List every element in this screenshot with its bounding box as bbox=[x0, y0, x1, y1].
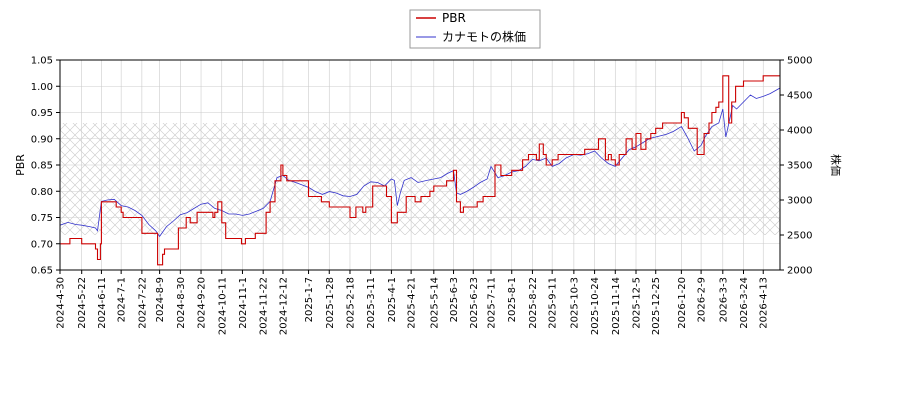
legend: PBR カナモトの株価 bbox=[409, 9, 541, 49]
x-tick-label: 2025-8-22 bbox=[528, 277, 539, 329]
y-tick-label-left: 1.05 bbox=[31, 56, 53, 67]
x-tick-label: 2025-7-11 bbox=[487, 277, 498, 329]
y-tick-label-left: 0.80 bbox=[31, 187, 53, 198]
x-tick-label: 2025-12-25 bbox=[651, 277, 662, 335]
x-tick-label: 2026-2-9 bbox=[697, 277, 708, 322]
y-tick-label-right: 2500 bbox=[787, 231, 812, 242]
y-tick-label-right: 3000 bbox=[787, 196, 812, 207]
x-tick-label: 2026-4-13 bbox=[759, 277, 770, 329]
y-axis-title-left: PBR bbox=[14, 154, 27, 176]
x-tick-label: 2026-3-24 bbox=[739, 277, 750, 329]
legend-label-price: カナモトの株価 bbox=[442, 29, 526, 44]
x-tick-label: 2024-11-22 bbox=[259, 277, 270, 335]
x-tick-label: 2024-5-22 bbox=[77, 277, 88, 329]
series-line-price bbox=[60, 87, 780, 238]
y-tick-label-left: 0.90 bbox=[31, 134, 53, 145]
x-tick-label: 2024-7-22 bbox=[137, 277, 148, 329]
x-tick-label: 2026-1-20 bbox=[677, 277, 688, 329]
y-tick-label-right: 2000 bbox=[787, 266, 812, 277]
x-tick-label: 2025-1-28 bbox=[325, 277, 336, 329]
x-tick-label: 2025-2-18 bbox=[345, 277, 356, 329]
x-tick-label: 2025-10-3 bbox=[569, 277, 580, 329]
y-tick-label-right: 4500 bbox=[787, 91, 812, 102]
x-tick-label: 2025-4-21 bbox=[407, 277, 418, 329]
x-tick-label: 2026-3-3 bbox=[718, 277, 729, 322]
axes: 2024-4-30 2024-5-22 2024-6-11 2024-7-1 2024-… bbox=[31, 56, 813, 336]
x-tick-label: 2025-1-7 bbox=[304, 277, 315, 322]
x-tick-label: 2025-10-24 bbox=[590, 277, 601, 335]
x-tick-label: 2024-12-12 bbox=[278, 277, 289, 335]
x-tick-label: 2025-6-23 bbox=[469, 277, 480, 329]
legend-label-pbr: PBR bbox=[442, 11, 466, 25]
y-tick-label-right: 4000 bbox=[787, 126, 812, 137]
hatch-band bbox=[60, 123, 780, 235]
y-tick-label-left: 0.65 bbox=[31, 266, 53, 277]
y-tick-label-left: 0.70 bbox=[31, 239, 53, 250]
y-tick-label-left: 0.95 bbox=[31, 108, 53, 119]
x-tick-label: 2025-4-1 bbox=[387, 277, 398, 322]
x-tick-label: 2024-10-11 bbox=[217, 277, 228, 335]
x-tick-label: 2024-7-1 bbox=[117, 277, 128, 322]
y-tick-label-right: 3500 bbox=[787, 161, 812, 172]
x-tick-label: 2025-12-5 bbox=[632, 277, 643, 329]
x-tick-label: 2025-8-1 bbox=[507, 277, 518, 322]
y-tick-label-left: 1.00 bbox=[31, 82, 53, 93]
series-lines bbox=[60, 75, 780, 266]
y-tick-label-right: 5000 bbox=[787, 56, 812, 67]
x-tick-label: 2025-6-3 bbox=[449, 277, 460, 322]
x-tick-label: 2024-9-20 bbox=[197, 277, 208, 329]
x-tick-label: 2025-3-11 bbox=[366, 277, 377, 329]
x-tick-label: 2024-6-11 bbox=[97, 277, 108, 329]
legend-box bbox=[409, 9, 541, 49]
x-tick-label: 2025-9-11 bbox=[548, 277, 559, 329]
x-tick-label: 2025-11-14 bbox=[611, 277, 622, 335]
y-axis-title-right: 株価 bbox=[829, 154, 843, 176]
y-tick-label-left: 0.75 bbox=[31, 213, 53, 224]
x-tick-label: 2024-8-30 bbox=[176, 277, 187, 329]
x-tick-label: 2024-4-30 bbox=[56, 277, 67, 329]
y-tick-label-left: 0.85 bbox=[31, 161, 53, 172]
x-tick-label: 2025-5-14 bbox=[429, 277, 440, 329]
x-tick-label: 2024-11-1 bbox=[238, 277, 249, 329]
x-tick-label: 2024-8-9 bbox=[155, 277, 166, 322]
series-line-pbr bbox=[60, 75, 780, 266]
